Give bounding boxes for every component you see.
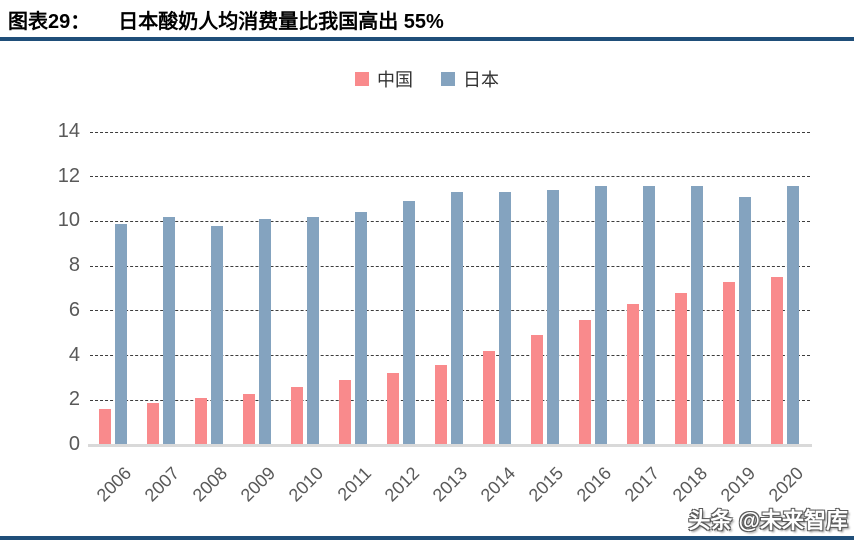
bar-日本-2014 bbox=[499, 192, 511, 445]
china-swatch-icon bbox=[355, 72, 369, 86]
japan-swatch-icon bbox=[441, 72, 455, 86]
bar-日本-2008 bbox=[211, 225, 223, 445]
bar-中国-2018 bbox=[675, 292, 687, 445]
gridline-8 bbox=[90, 265, 810, 267]
bar-中国-2015 bbox=[531, 335, 543, 445]
y-axis-labels: 0 2 4 6 8 10 12 14 bbox=[0, 120, 80, 455]
bar-日本-2017 bbox=[643, 185, 655, 445]
legend-item-japan: 日本 bbox=[441, 66, 499, 92]
gridline-14 bbox=[90, 131, 810, 133]
bar-中国-2016 bbox=[579, 319, 591, 445]
bar-日本-2013 bbox=[451, 192, 463, 445]
ytick-12: 12 bbox=[57, 164, 80, 187]
legend-item-china: 中国 bbox=[355, 66, 413, 92]
ytick-8: 8 bbox=[68, 254, 80, 277]
bar-日本-2010 bbox=[307, 216, 319, 445]
bar-日本-2018 bbox=[691, 185, 703, 445]
bar-中国-2007 bbox=[147, 402, 159, 445]
watermark: 头条 @未来智库 bbox=[688, 508, 848, 533]
ytick-6: 6 bbox=[68, 298, 80, 321]
bar-中国-2011 bbox=[339, 380, 351, 445]
gridline-6 bbox=[90, 310, 810, 312]
gridline-4 bbox=[90, 355, 810, 357]
bar-中国-2014 bbox=[483, 351, 495, 445]
bar-中国-2013 bbox=[435, 364, 447, 445]
bar-中国-2019 bbox=[723, 281, 735, 445]
gridline-10 bbox=[90, 220, 810, 222]
gridline-12 bbox=[90, 176, 810, 178]
bar-日本-2006 bbox=[115, 223, 127, 445]
header: 图表29： 日本酸奶人均消费量比我国高出 55% bbox=[0, 0, 854, 37]
ytick-0: 0 bbox=[68, 433, 80, 456]
bar-中国-2008 bbox=[195, 398, 207, 445]
bar-中国-2020 bbox=[771, 277, 783, 445]
bar-中国-2009 bbox=[243, 393, 255, 445]
bar-中国-2010 bbox=[291, 386, 303, 445]
ytick-4: 4 bbox=[68, 343, 80, 366]
title-text: 日本酸奶人均消费量比我国高出 55% bbox=[118, 11, 444, 33]
ytick-2: 2 bbox=[68, 388, 80, 411]
footer-rule bbox=[0, 536, 854, 540]
bar-日本-2015 bbox=[547, 190, 559, 445]
legend-label-japan: 日本 bbox=[463, 70, 499, 90]
x-axis-baseline bbox=[88, 444, 812, 447]
bar-日本-2012 bbox=[403, 201, 415, 445]
figure-label: 图表29： bbox=[8, 11, 91, 33]
bar-日本-2009 bbox=[259, 219, 271, 445]
plot-area bbox=[88, 131, 812, 447]
chart-title: 图表29： 日本酸奶人均消费量比我国高出 55% bbox=[8, 5, 444, 34]
bar-日本-2007 bbox=[163, 216, 175, 445]
bar-日本-2016 bbox=[595, 185, 607, 445]
bar-日本-2019 bbox=[739, 196, 751, 445]
ytick-10: 10 bbox=[57, 209, 80, 232]
legend: 中国 日本 bbox=[0, 66, 854, 92]
bar-中国-2012 bbox=[387, 373, 399, 445]
ytick-14: 14 bbox=[57, 120, 80, 143]
bar-中国-2006 bbox=[99, 409, 111, 445]
bar-日本-2011 bbox=[355, 212, 367, 445]
bar-日本-2020 bbox=[787, 185, 799, 445]
bar-中国-2017 bbox=[627, 304, 639, 445]
gridline-2 bbox=[90, 399, 810, 401]
header-rule bbox=[0, 37, 854, 41]
legend-label-china: 中国 bbox=[377, 70, 413, 90]
